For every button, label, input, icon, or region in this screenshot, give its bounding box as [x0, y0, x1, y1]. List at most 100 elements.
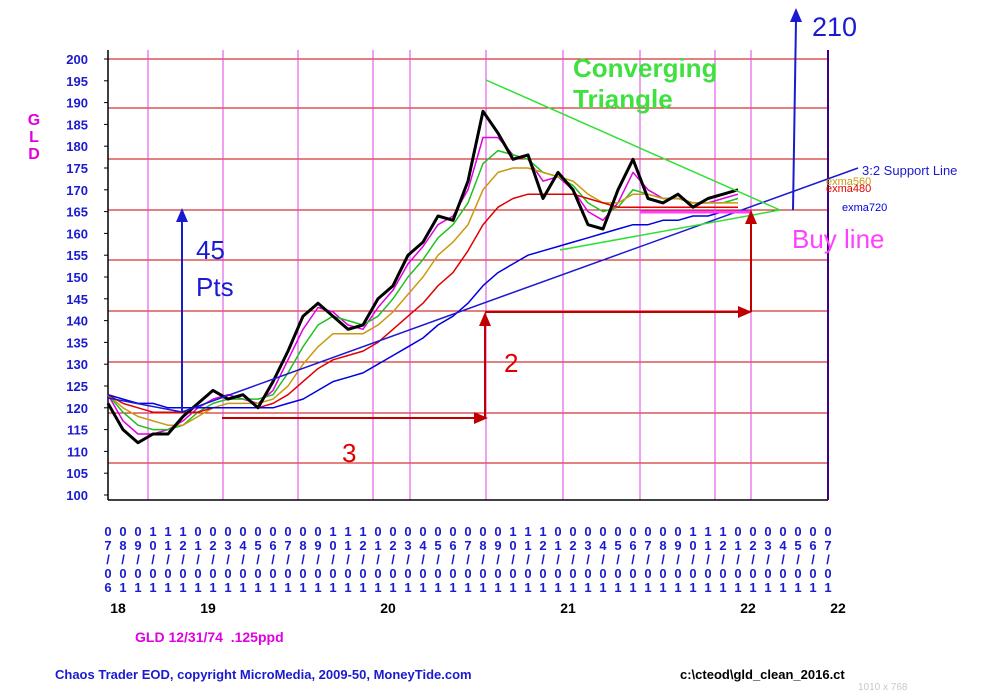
x-tick-label: 02/01	[206, 524, 221, 594]
y-tick-label: 170	[66, 183, 88, 198]
x-tick-label: 03/01	[581, 524, 596, 594]
series-line	[106, 109, 739, 445]
x-tick-label: 06/01	[626, 524, 641, 594]
x-tick-label: 06/01	[806, 524, 821, 594]
x-tick-label: 03/01	[401, 524, 416, 594]
footer: c:\cteod\gld_clean_2016.ct	[680, 667, 845, 682]
x-tick-label: 04/01	[236, 524, 251, 594]
x-tick-label: 11/01	[701, 524, 716, 594]
x-tick-label: 05/01	[791, 524, 806, 594]
year-label: 21	[560, 600, 576, 616]
y-tick-label: 150	[66, 270, 88, 285]
x-tick-label: 04/01	[416, 524, 431, 594]
x-tick-label: 07/01	[281, 524, 296, 594]
y-tick-label: 100	[66, 488, 88, 503]
y-tick-label: 180	[66, 139, 88, 154]
x-tick-label: 02/01	[386, 524, 401, 594]
subtitle: GLD 12/31/74 .125ppd	[135, 629, 284, 645]
y-tick-label: 135	[66, 335, 88, 350]
x-tick-label: 10/01	[686, 524, 701, 594]
x-tick-label: 09/01	[671, 524, 686, 594]
x-tick-label: 03/01	[761, 524, 776, 594]
arrowhead	[790, 8, 802, 22]
year-label: 19	[200, 600, 216, 616]
y-tick-label: 145	[66, 292, 88, 307]
x-tick-label: 09/01	[491, 524, 506, 594]
annotation: 3:2 Support Line	[862, 163, 957, 178]
series-line	[107, 210, 738, 409]
annotation: Buy line	[792, 224, 885, 254]
x-tick-label: 05/01	[611, 524, 626, 594]
x-tick-label: 02/01	[746, 524, 761, 594]
x-tick-label: 06/01	[266, 524, 281, 594]
arrowhead	[745, 210, 757, 224]
x-tick-label: 05/01	[251, 524, 266, 594]
annotation: 45	[196, 235, 225, 265]
x-tick-label: 01/01	[371, 524, 386, 594]
x-tick-label: 08/01	[116, 524, 131, 594]
x-tick-label: 11/01	[161, 524, 176, 594]
x-tick-label: 04/01	[596, 524, 611, 594]
y-tick-label: 105	[66, 466, 88, 481]
y-tick-label: 195	[66, 74, 88, 89]
x-tick-label: 06/01	[446, 524, 461, 594]
support-line	[107, 397, 183, 413]
annotation: Triangle	[573, 84, 673, 114]
overlay	[107, 8, 859, 424]
y-tick-label: 120	[66, 401, 88, 416]
legend-label: exma720	[842, 202, 887, 214]
y-tick-label: 140	[66, 314, 88, 329]
x-tick-label: 07/01	[641, 524, 656, 594]
annotation: Converging	[573, 53, 717, 83]
x-tick-label: 04/01	[776, 524, 791, 594]
x-tick-label: 12/01	[716, 524, 731, 594]
series-line	[107, 193, 738, 413]
series-line	[107, 149, 739, 431]
x-tick-label: 08/01	[296, 524, 311, 594]
annotation: 210	[812, 12, 857, 42]
arrow	[792, 19, 797, 211]
year-label: 18	[110, 600, 126, 616]
annotation: Pts	[196, 272, 234, 302]
x-tick-label: 05/01	[431, 524, 446, 594]
x-tick-label: 10/01	[506, 524, 521, 594]
y-tick-label: 110	[67, 444, 88, 459]
arrowhead	[176, 208, 188, 222]
x-tick-label: 11/01	[521, 524, 536, 594]
year-label: 20	[380, 600, 396, 616]
x-tick-label: 02/01	[566, 524, 581, 594]
y-tick-label: 160	[66, 226, 88, 241]
x-tick-label: 12/01	[536, 524, 551, 594]
annotation: 2	[504, 348, 518, 378]
arrowhead	[479, 312, 491, 326]
arrowhead	[474, 412, 488, 424]
x-tick-label: 01/01	[551, 524, 566, 594]
x-tick-label: 10/01	[146, 524, 161, 594]
legend-label: exma480	[826, 183, 871, 195]
year-label: 22	[830, 600, 846, 616]
x-tick-label: 01/01	[191, 524, 206, 594]
y-tick-label: 190	[66, 96, 88, 111]
size-note: 1010 x 768	[858, 682, 908, 690]
y-tick-label: 115	[67, 423, 88, 438]
y-tick-label: 155	[66, 248, 88, 263]
x-tick-label: 08/01	[656, 524, 671, 594]
y-tick-label: 165	[66, 205, 88, 220]
y-tick-label: 185	[66, 117, 88, 132]
triangle-line	[485, 79, 781, 211]
legend-label: exma560	[826, 176, 871, 188]
x-tick-label: 09/01	[311, 524, 326, 594]
x-tick-label: 10/01	[326, 524, 341, 594]
footer: Chaos Trader EOD, copyright MicroMedia, …	[55, 667, 472, 682]
x-tick-label: 11/01	[341, 524, 356, 594]
x-tick-label: 08/01	[476, 524, 491, 594]
triangle-line	[559, 209, 781, 251]
x-tick-label: 07/01	[461, 524, 476, 594]
x-tick-label: 09/01	[131, 524, 146, 594]
annotation: 3	[342, 438, 356, 468]
y-tick-label: 130	[66, 357, 88, 372]
x-tick-label: 07/01	[821, 524, 836, 594]
x-tick-label: 07/06	[101, 524, 116, 594]
